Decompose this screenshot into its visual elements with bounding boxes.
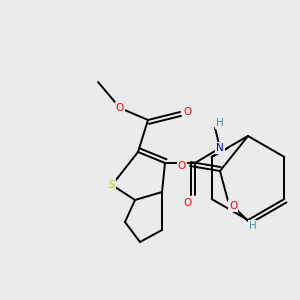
Text: O: O (116, 103, 124, 113)
Text: H: H (249, 221, 257, 231)
Text: N: N (216, 143, 224, 153)
Text: O: O (229, 201, 237, 211)
Text: S: S (109, 180, 115, 190)
Text: O: O (183, 198, 191, 208)
Text: O: O (178, 161, 186, 171)
Text: O: O (184, 107, 192, 117)
Text: H: H (216, 118, 224, 128)
